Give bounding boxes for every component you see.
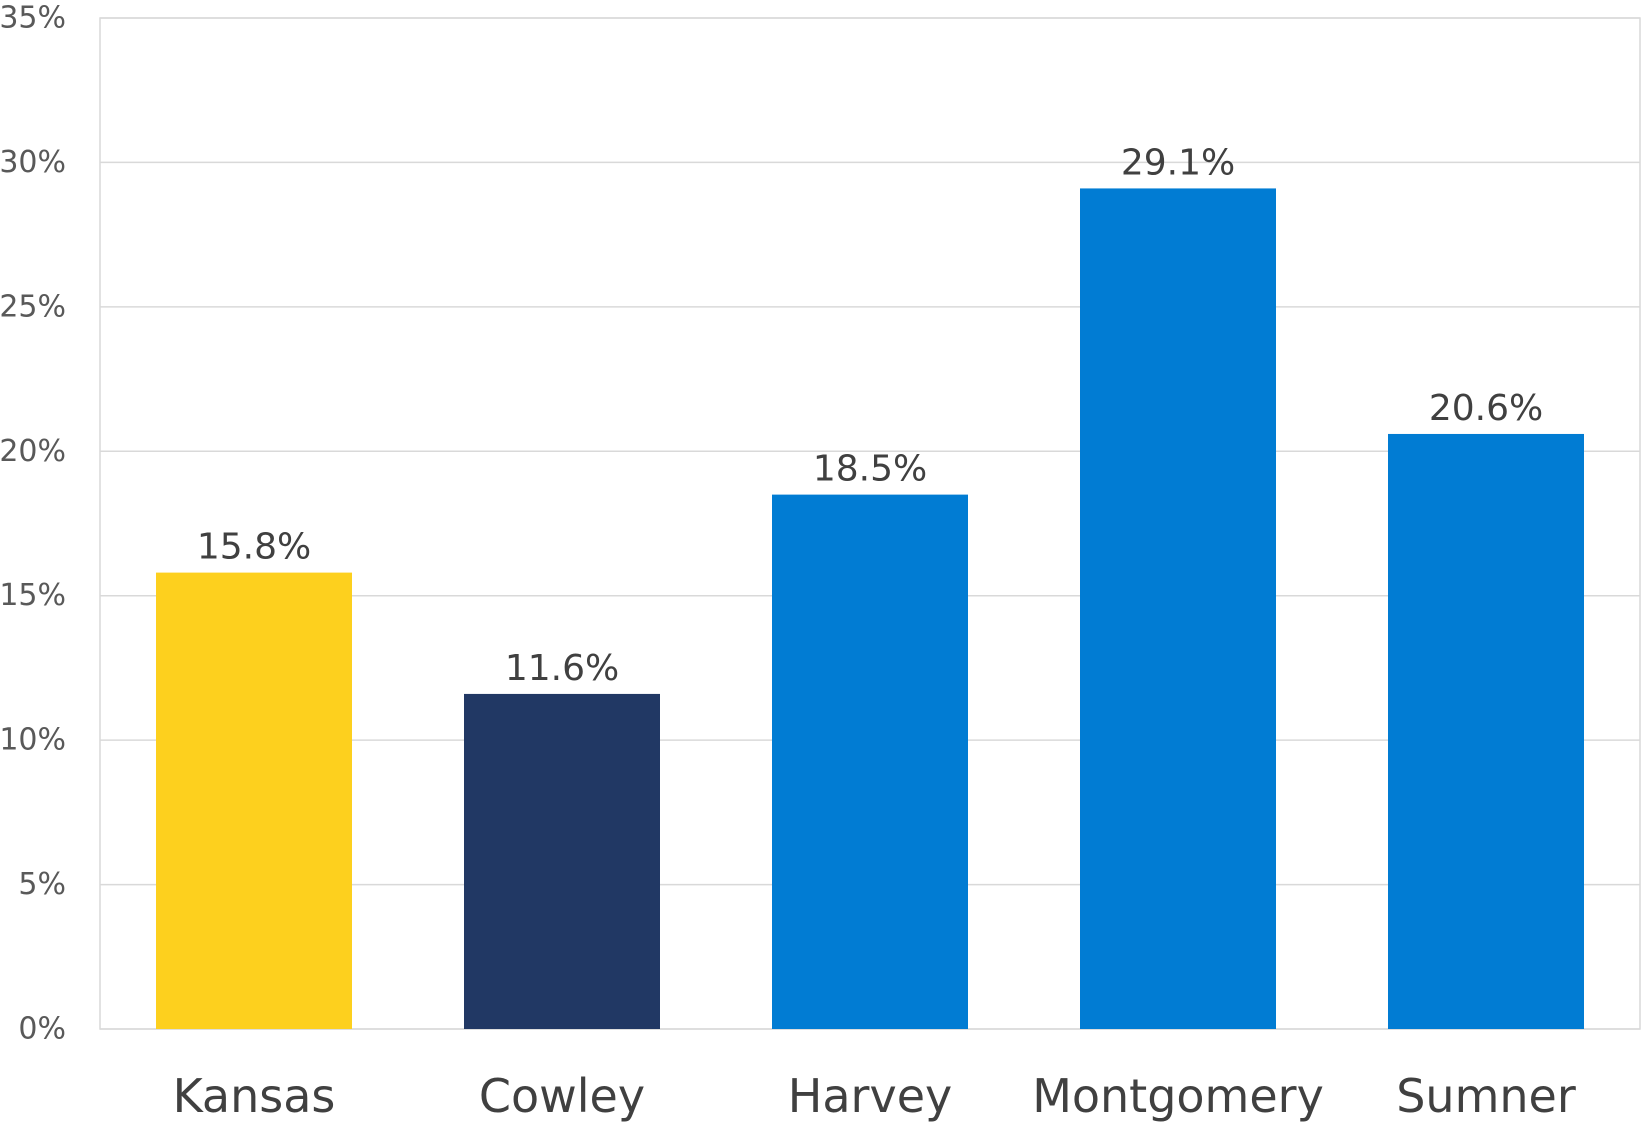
bars bbox=[156, 188, 1584, 1030]
data-label-kansas: 15.8% bbox=[197, 527, 311, 568]
data-labels: 15.8% 11.6% 18.5% 29.1% 20.6% bbox=[197, 142, 1543, 689]
x-tick-label-montgomery: Montgomery bbox=[1032, 1069, 1324, 1123]
y-tick-label: 20% bbox=[0, 434, 66, 469]
y-tick-label: 5% bbox=[18, 867, 66, 902]
x-tick-label-sumner: Sumner bbox=[1396, 1069, 1576, 1123]
y-tick-label: 35% bbox=[0, 1, 66, 36]
data-label-montgomery: 29.1% bbox=[1121, 142, 1235, 183]
data-label-cowley: 11.6% bbox=[505, 648, 619, 689]
y-tick-label: 30% bbox=[0, 145, 66, 180]
x-tick-label-cowley: Cowley bbox=[479, 1069, 645, 1123]
x-tick-label-kansas: Kansas bbox=[173, 1069, 336, 1123]
bar-kansas bbox=[156, 572, 352, 1029]
bar-montgomery bbox=[1080, 188, 1276, 1029]
x-axis: Kansas Cowley Harvey Montgomery Sumner bbox=[173, 1069, 1576, 1123]
y-axis: 0% 5% 10% 15% 20% 25% 30% 35% bbox=[0, 1, 66, 1047]
y-tick-label: 15% bbox=[0, 578, 66, 613]
x-tick-label-harvey: Harvey bbox=[788, 1069, 952, 1123]
bar-sumner bbox=[1388, 433, 1584, 1029]
bar-harvey bbox=[772, 494, 968, 1030]
y-tick-label: 10% bbox=[0, 723, 66, 758]
bar-cowley bbox=[464, 693, 660, 1029]
y-tick-label: 25% bbox=[0, 289, 66, 324]
y-tick-label: 0% bbox=[18, 1012, 66, 1047]
data-label-sumner: 20.6% bbox=[1429, 388, 1543, 429]
data-label-harvey: 18.5% bbox=[813, 449, 927, 490]
